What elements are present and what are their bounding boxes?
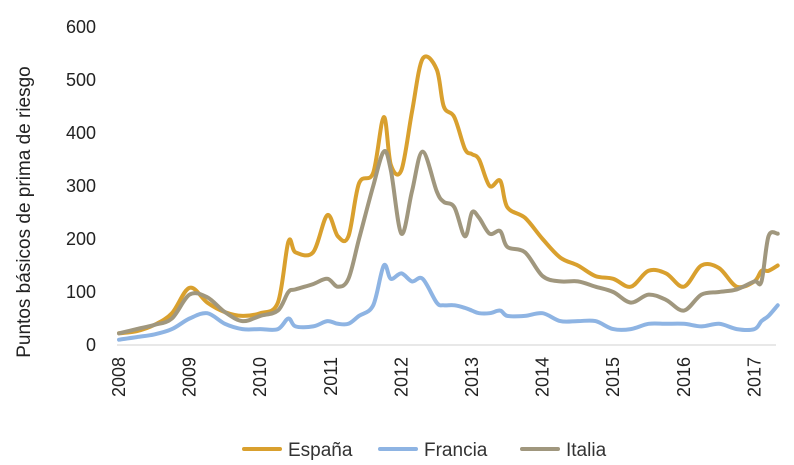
y-axis-ticks: 0 100 200 300 400 500 600 xyxy=(66,17,96,355)
x-tick-label: 2015 xyxy=(603,357,623,397)
x-tick-label: 2013 xyxy=(462,357,482,397)
y-tick-label: 600 xyxy=(66,17,96,37)
x-tick-label: 2017 xyxy=(744,357,764,397)
x-tick-label: 2011 xyxy=(321,357,341,396)
y-tick-label: 100 xyxy=(66,282,96,302)
legend: España Francia Italia xyxy=(242,440,607,461)
y-tick-label: 0 xyxy=(86,335,96,355)
legend-label: Italia xyxy=(566,440,607,461)
legend-item: Italia xyxy=(520,440,607,461)
y-tick-label: 500 xyxy=(66,70,96,90)
y-tick-label: 200 xyxy=(66,229,96,249)
x-tick-label: 2010 xyxy=(250,357,270,397)
x-tick-label: 2016 xyxy=(674,357,694,397)
series-line-italia xyxy=(117,149,780,336)
y-axis-title: Puntos básicos de prima de riesgo xyxy=(14,66,35,358)
x-tick-label: 2009 xyxy=(180,357,200,397)
x-tick-label: 2014 xyxy=(533,357,553,397)
legend-label: Francia xyxy=(424,440,488,461)
y-tick-label: 400 xyxy=(66,123,96,143)
legend-item: Francia xyxy=(378,440,488,461)
series-line-españa xyxy=(117,54,780,336)
series-line-francia xyxy=(117,262,780,342)
y-tick-label: 300 xyxy=(66,176,96,196)
legend-label: España xyxy=(288,440,353,461)
x-tick-label: 2008 xyxy=(109,357,129,397)
legend-item: España xyxy=(242,440,353,461)
series-lines xyxy=(117,54,780,342)
x-tick-label: 2012 xyxy=(391,357,411,397)
x-axis-ticks: 2008 2009 2010 2011 2012 2013 2014 2015 2016 2017 xyxy=(109,357,764,397)
